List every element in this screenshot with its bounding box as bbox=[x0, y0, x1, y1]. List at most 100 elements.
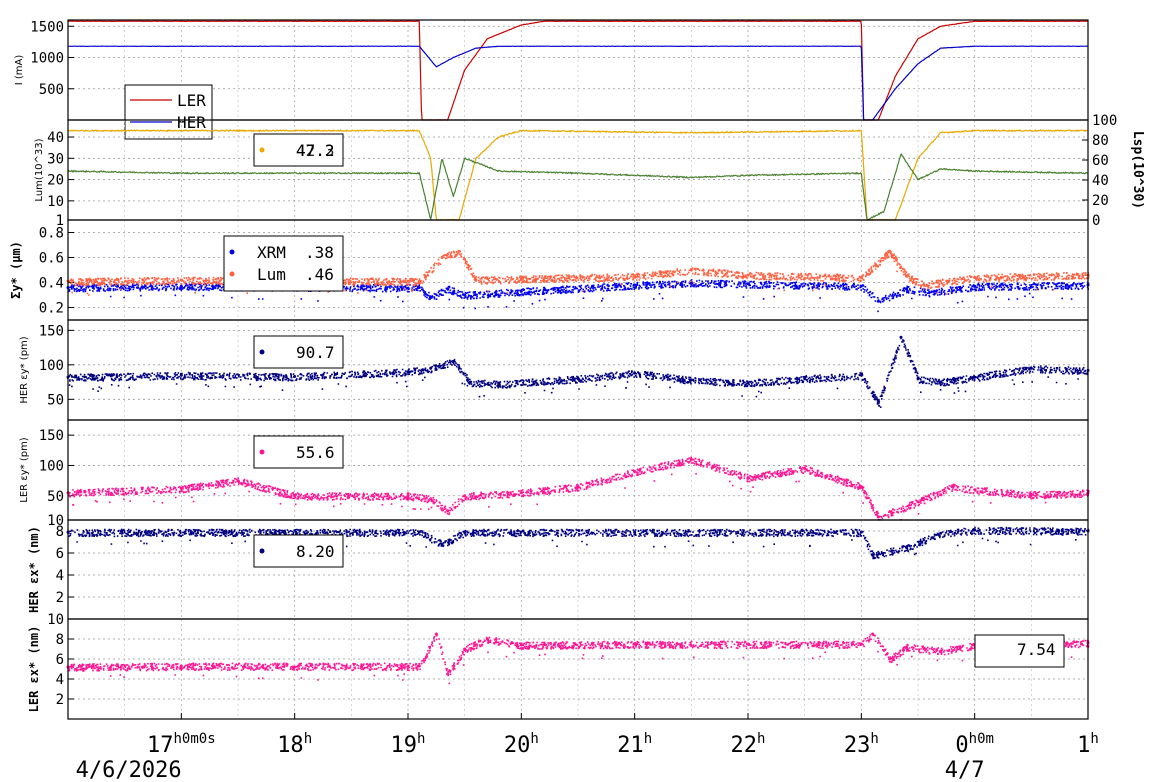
panel-4-ylabel: HER εy* (pm) bbox=[19, 336, 30, 403]
panel-3-ytick-label: 0.6 bbox=[39, 251, 64, 267]
panel-2-ytick-label: 10 bbox=[47, 194, 64, 210]
x-tick-label: 0h0m bbox=[955, 731, 994, 758]
panel-5-legend-swatch bbox=[259, 449, 265, 455]
panel-2-ylabel: Lum(10^33) bbox=[34, 138, 45, 201]
x-tick-hour: 22 bbox=[731, 733, 758, 758]
panel-6-ytick-label: 2 bbox=[56, 590, 64, 606]
panel-7-ylabel: LER εx* (nm) bbox=[27, 626, 41, 713]
panel-2-legend-value-b: 42.3 bbox=[296, 141, 335, 160]
panel-4-ytick-label: 50 bbox=[47, 392, 64, 408]
x-tick-unit: h bbox=[644, 731, 652, 747]
panel-2-ytick-label: 20 bbox=[47, 173, 64, 189]
panel-2-legend-box bbox=[253, 133, 344, 167]
x-tick-label: 21h bbox=[617, 731, 652, 758]
panel-2-series-2-line bbox=[67, 153, 1089, 221]
x-tick-label: 22h bbox=[731, 731, 766, 758]
panel-4-ytick-label: 100 bbox=[39, 358, 64, 374]
x-tick-unit: h bbox=[757, 731, 765, 747]
x-tick-unit: h bbox=[304, 731, 312, 747]
x-tick-hour: 18 bbox=[277, 733, 304, 758]
panel-3-ytick-label: 0.2 bbox=[39, 301, 64, 317]
panel-7-frame bbox=[67, 618, 1089, 720]
x-tick-label: 18h bbox=[277, 731, 312, 758]
panel-6-ylabel: HER εx* (nm) bbox=[27, 526, 41, 613]
panel-5-legend-value: 55.6 bbox=[296, 443, 335, 462]
panel-5-ytick-label: 50 bbox=[47, 489, 64, 505]
panel-5-series-1-cloud bbox=[68, 456, 1090, 521]
panel-4-legend-value: 90.7 bbox=[296, 343, 335, 362]
panel-3-series-2-point bbox=[746, 273, 750, 277]
x-tick-label: 17h0m0s bbox=[147, 731, 216, 758]
panel-2-ytick-label: 30 bbox=[47, 151, 64, 167]
x-tick-hour: 21 bbox=[617, 733, 644, 758]
panel-2-y2tick-label: 20 bbox=[1092, 193, 1109, 209]
panel-6-series-1-point bbox=[939, 531, 943, 535]
panel-1-ytick-label: 1000 bbox=[30, 51, 64, 67]
panel-2-legend-swatch bbox=[259, 147, 265, 153]
panel-3-legend-box bbox=[223, 235, 344, 292]
panel-6-legend-box bbox=[253, 534, 344, 568]
x-tick-hour: 19 bbox=[391, 733, 418, 758]
panel-7-ytick-label: 6 bbox=[56, 652, 64, 668]
panel-2-y2tick-label: 40 bbox=[1092, 173, 1109, 189]
x-tick-hour: 17 bbox=[147, 733, 174, 758]
panel-1-series-2-line bbox=[67, 45, 1089, 121]
panel-2-ytick-label: 1 bbox=[56, 213, 64, 229]
panel-5-series-1-point bbox=[803, 466, 807, 470]
panel-3-legend-swatch bbox=[229, 249, 235, 255]
panel-6-legend-value: 8.20 bbox=[296, 542, 335, 561]
x-tick-unit: h bbox=[870, 731, 878, 747]
panel-2-y2tick-label: 80 bbox=[1092, 133, 1109, 149]
panel-5-ytick-label: 10 bbox=[47, 513, 64, 529]
panel-2-legend-value-a: 47.2 bbox=[296, 141, 335, 160]
panel-1-legend-label: LER bbox=[177, 91, 206, 110]
x-date-label: 4/6/2026 bbox=[76, 758, 182, 782]
panel-3-legend-value: .46 bbox=[305, 265, 334, 284]
panel-7-series-1-point bbox=[888, 657, 892, 661]
panel-3-legend-label: XRM bbox=[257, 243, 286, 262]
panel-7-legend-value: 7.54 bbox=[1017, 640, 1056, 659]
panel-6-series-1-cloud bbox=[68, 526, 1090, 560]
panel-7-ytick-label: 2 bbox=[56, 692, 64, 708]
panel-6-legend-swatch bbox=[259, 548, 265, 554]
panel-7-ytick-label: 10 bbox=[47, 612, 64, 628]
panel-5-series-1-point bbox=[916, 500, 920, 504]
panel-5-legend-box bbox=[253, 435, 344, 469]
panel-2-ytick-label: 40 bbox=[47, 130, 64, 146]
panel-4-legend-box bbox=[253, 335, 344, 369]
panel-3-ytick-label: 0.4 bbox=[39, 276, 64, 292]
panel-5-ytick-label: 100 bbox=[39, 458, 64, 474]
panel-6-ytick-label: 8 bbox=[56, 524, 64, 540]
x-tick-label: 20h bbox=[504, 731, 539, 758]
panel-7-legend-box bbox=[974, 634, 1065, 668]
x-date-label: 4/7 bbox=[945, 758, 985, 782]
panel-1-series-1-line bbox=[67, 20, 1088, 121]
x-tick-label: 23h bbox=[844, 731, 879, 758]
panel-2-y2tick-label: 100 bbox=[1092, 113, 1117, 129]
panel-6-ytick-label: 4 bbox=[56, 568, 64, 584]
x-tick-label: 19h bbox=[391, 731, 426, 758]
x-tick-hour: 0 bbox=[955, 733, 968, 758]
panel-7-ytick-label: 8 bbox=[56, 632, 64, 648]
panel-2-y2tick-label: 0 bbox=[1092, 213, 1100, 229]
panel-3-legend-label: Lum bbox=[257, 265, 286, 284]
panel-4-series-1-cloud bbox=[68, 337, 1089, 408]
panel-6-ytick-label: 6 bbox=[56, 546, 64, 562]
panel-1-legend-label: HER bbox=[177, 113, 206, 132]
panel-2-series-1-line bbox=[67, 129, 1089, 221]
panel-6-series-1-point bbox=[859, 530, 863, 534]
panel-5-ytick-label: 150 bbox=[39, 428, 64, 444]
panel-2-y2tick-label: 60 bbox=[1092, 153, 1109, 169]
x-tick-hour: 20 bbox=[504, 733, 531, 758]
panel-5-series-1-point bbox=[179, 486, 183, 490]
x-tick-unit: h bbox=[530, 731, 538, 747]
panel-3-series-1-point bbox=[927, 291, 931, 294]
panel-4-legend-swatch bbox=[259, 349, 265, 355]
panel-2-y2label: Lsp(10^30) bbox=[1130, 131, 1145, 209]
panel-3-legend-swatch bbox=[229, 271, 235, 277]
x-tick-unit: h bbox=[1090, 731, 1098, 747]
panel-3-ytick-label: 0.8 bbox=[39, 226, 64, 242]
x-tick-hour: 1 bbox=[1077, 733, 1090, 758]
x-tick-hour: 23 bbox=[844, 733, 871, 758]
